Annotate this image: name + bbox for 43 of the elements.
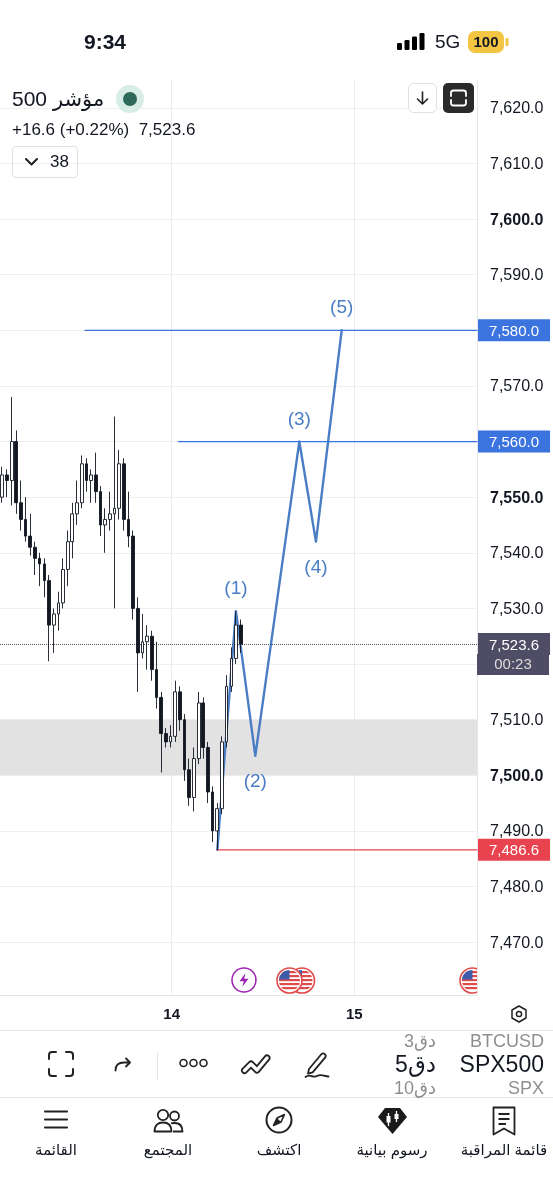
text: قائمة المراقبة	[460, 1141, 548, 1159]
dropdown: 38	[12, 146, 78, 178]
y-tick-label: 7,570.0	[490, 377, 544, 395]
text: 5دق	[395, 1050, 436, 1078]
text: 100	[473, 33, 499, 51]
annotation: (1)	[224, 577, 248, 600]
y-tick-label: 7,600.0	[490, 210, 544, 228]
y-tick-label: 7,470.0	[490, 933, 544, 951]
y-tick-label: 7,490.0	[490, 822, 544, 840]
text: 9:34	[83, 29, 127, 55]
data-label: 7,580.0	[489, 321, 540, 339]
annotation: (2)	[243, 769, 267, 792]
data-label: 7,560.0	[489, 433, 540, 451]
annotation: (5)	[330, 296, 354, 319]
y-tick-label: 7,590.0	[490, 266, 544, 284]
y-tick-label: 7,500.0	[490, 766, 544, 784]
text: 5G	[435, 31, 461, 53]
y-tick-label: 7,530.0	[490, 599, 544, 617]
text: القائمة	[35, 1141, 77, 1159]
x-tick-label: 15	[345, 1005, 363, 1022]
data-label: 7,486.6	[489, 841, 540, 859]
text: المجتمع	[143, 1141, 193, 1159]
text: BTCUSD	[469, 1030, 544, 1052]
y-tick-label: 7,480.0	[490, 878, 544, 896]
annotation: (3)	[287, 407, 311, 430]
text: اكتشف	[256, 1141, 302, 1159]
text: SPX500	[459, 1050, 544, 1078]
y-tick-label: 7,610.0	[490, 154, 544, 172]
annotation: +16.6 (+0.22%) 7,523.6	[12, 120, 196, 140]
chart-title: مؤشر 500	[12, 86, 105, 112]
annotation: (4)	[304, 555, 328, 578]
text: 10دق	[393, 1077, 436, 1099]
y-tick-label: 7,540.0	[490, 544, 544, 562]
annotation: 38	[50, 152, 69, 172]
y-tick-label: 7,510.0	[490, 711, 544, 729]
y-tick-label: 7,550.0	[490, 488, 544, 506]
x-tick-label: 14	[163, 1005, 181, 1022]
text: 00:23	[477, 654, 549, 676]
text: 3دق	[404, 1030, 436, 1052]
y-tick-label: 7,620.0	[490, 99, 544, 117]
text: SPX	[507, 1077, 544, 1099]
ref-line-label: 7,523.6	[489, 635, 540, 653]
text: رسوم بيانية	[356, 1141, 428, 1159]
